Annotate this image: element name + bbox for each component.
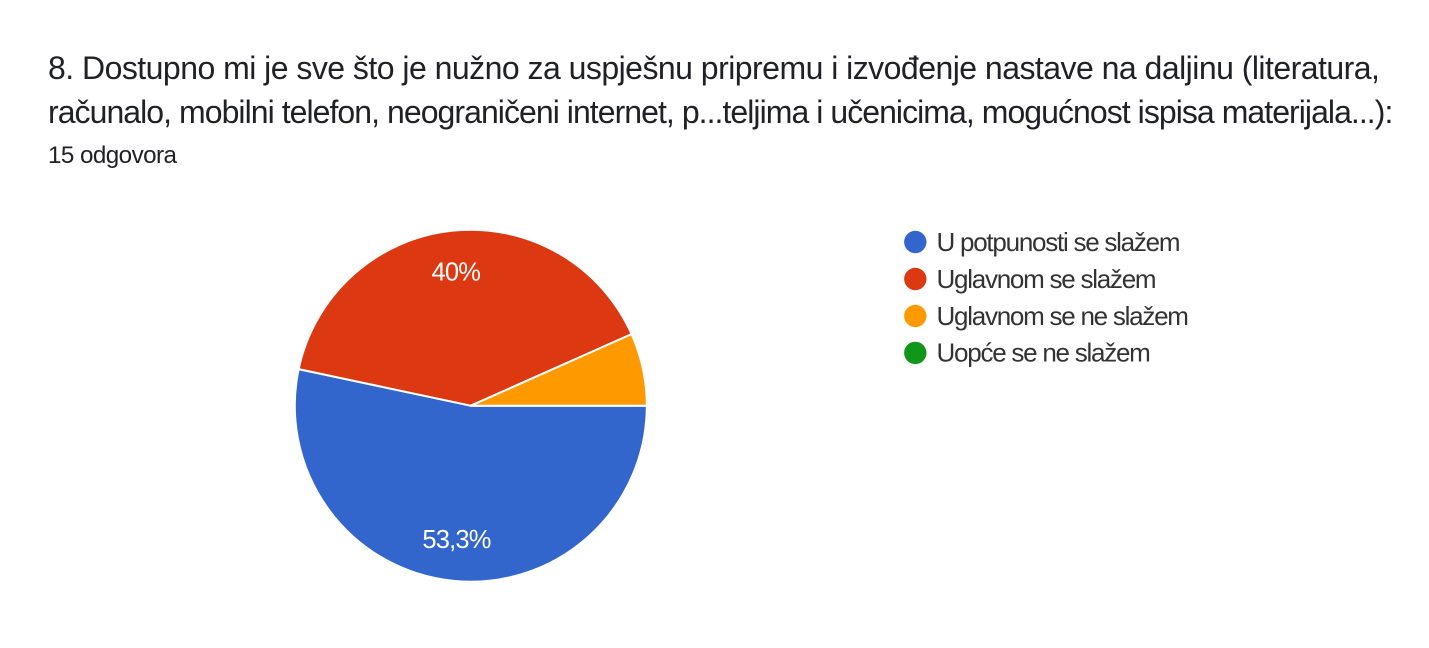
svg-text:Uglavnom se ne slažem: Uglavnom se ne slažem <box>937 301 1188 331</box>
svg-text:40%: 40% <box>431 258 480 286</box>
svg-text:Uopće se ne slažem: Uopće se ne slažem <box>937 338 1150 368</box>
svg-text:Uglavnom se slažem: Uglavnom se slažem <box>937 264 1156 294</box>
svg-text:U potpunosti se slažem: U potpunosti se slažem <box>937 227 1180 257</box>
svg-text:53,3%: 53,3% <box>422 526 490 554</box>
